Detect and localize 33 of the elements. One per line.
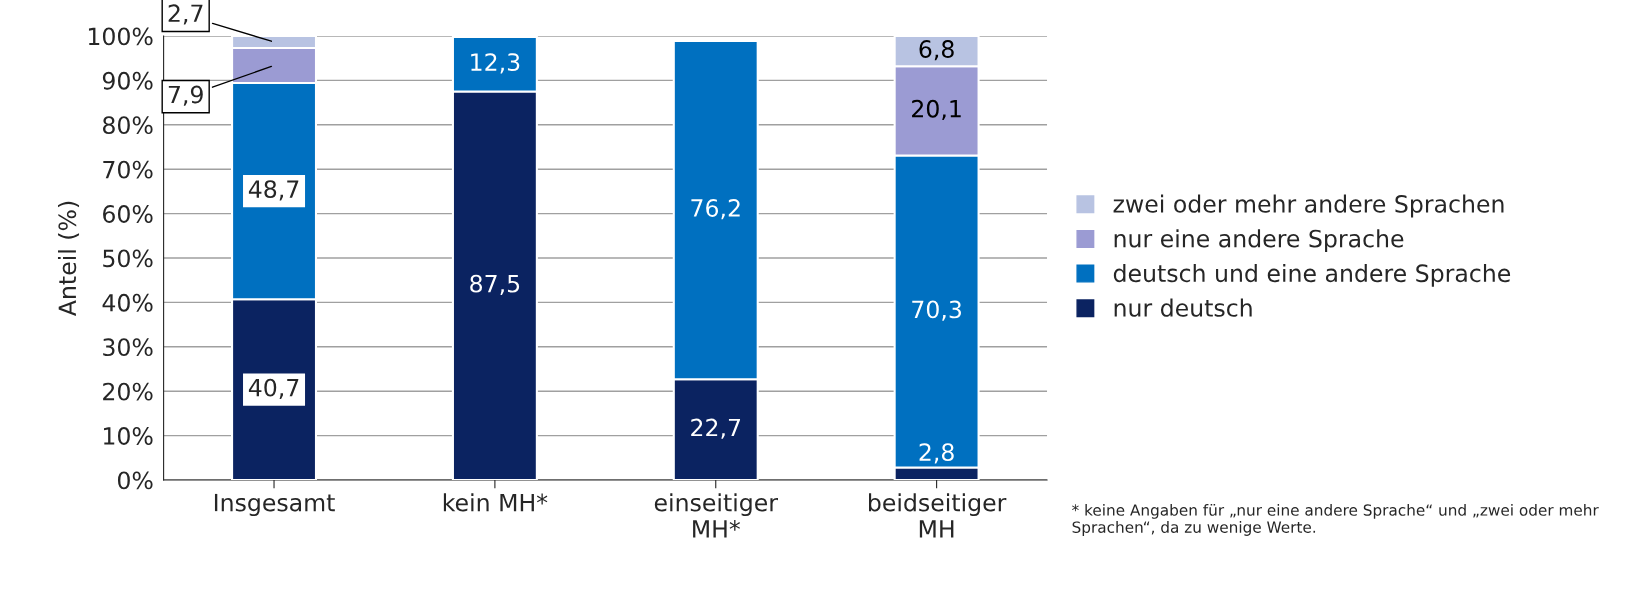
y-axis-title: Anteil (%)	[57, 201, 80, 317]
data-label: 87,5	[470, 274, 520, 296]
y-tick-label: 100%	[88, 27, 153, 46]
legend-label: nur eine andere Sprache	[1114, 229, 1404, 253]
y-tick-label: 30%	[103, 338, 153, 357]
data-label: 12,3	[471, 53, 520, 74]
data-label: 2,7	[168, 4, 203, 25]
text: * keine Angaben für „nur eine andere Sprache“ und „zwei oder mehr Sprachen“, da zu wenige Werte.	[1072, 504, 1599, 536]
y-tick-label: 70%	[103, 160, 153, 179]
data-label: 48,7	[248, 180, 299, 201]
legend-label: zwei oder mehr andere Sprachen	[1113, 194, 1504, 218]
y-tick-label: 0%	[117, 471, 153, 490]
legend-label: deutsch und eine andere Sprache	[1113, 263, 1511, 287]
x-tick-label: Insgesamt	[214, 493, 335, 517]
y-tick-label: 80%	[103, 116, 153, 135]
y-tick-label: 40%	[102, 293, 153, 312]
data-label: 2,8	[919, 443, 954, 464]
data-label: 7,9	[168, 85, 203, 106]
data-label: 20,1	[912, 99, 961, 121]
data-label: 76,2	[691, 199, 740, 220]
data-label: 6,8	[919, 40, 954, 61]
data-label: 22,7	[691, 418, 741, 439]
data-label: 40,7	[248, 378, 299, 399]
y-tick-label: 10%	[103, 427, 153, 445]
data-label: 70,3	[912, 300, 961, 321]
y-tick-label: 90%	[102, 71, 153, 90]
legend-label: nur deutsch	[1114, 298, 1252, 317]
x-tick-label: einseitiger MH*	[654, 493, 778, 538]
y-tick-label: 20%	[103, 382, 153, 401]
x-tick-label: beidseitiger MH	[869, 493, 1007, 538]
y-tick-label: 60%	[103, 205, 153, 223]
x-tick-label: kein MH*	[443, 493, 548, 512]
y-tick-label: 50%	[103, 249, 153, 268]
